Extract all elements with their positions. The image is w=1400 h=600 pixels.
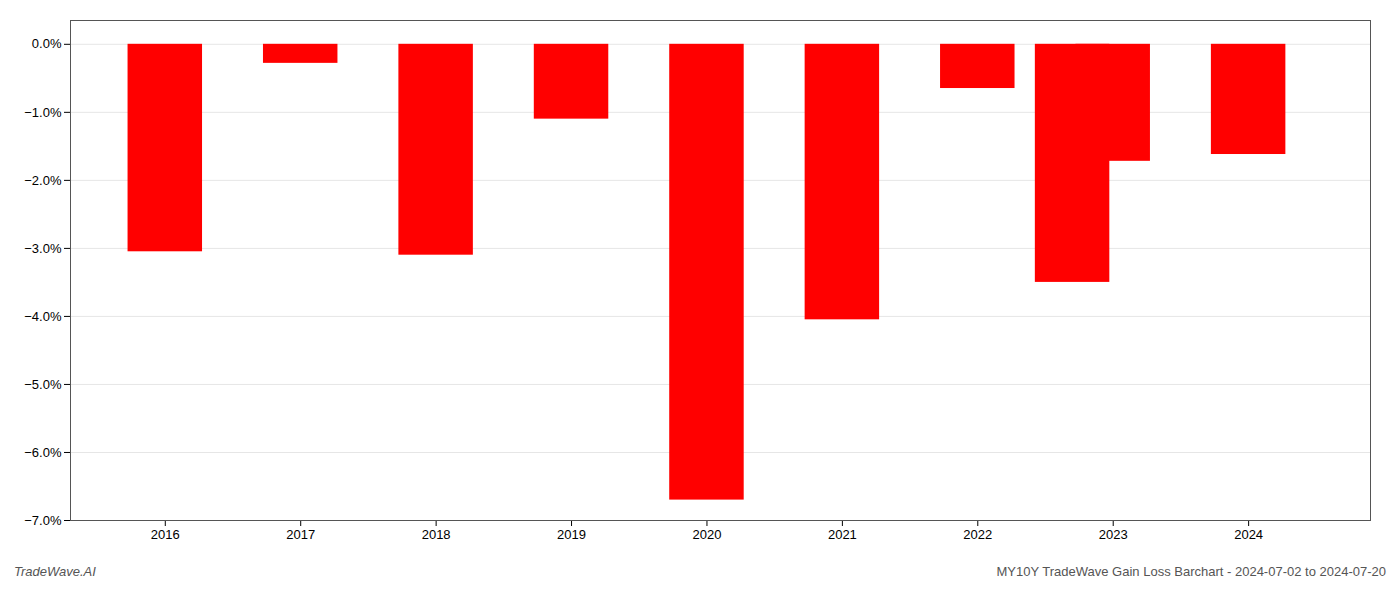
svg-text:2021: 2021 (828, 527, 857, 542)
svg-text:−7.0%: −7.0% (24, 513, 62, 528)
svg-text:0.0%: 0.0% (32, 36, 62, 51)
svg-text:−1.0%: −1.0% (24, 104, 62, 119)
svg-text:2019: 2019 (557, 527, 586, 542)
svg-text:2018: 2018 (422, 527, 451, 542)
html-text:MY10Y TradeWave Gain Loss Barc: MY10Y TradeWave Gain Loss Barchart - 202… (996, 564, 1386, 579)
svg-text:2024: 2024 (1234, 527, 1263, 542)
svg-text:−2.0%: −2.0% (24, 173, 62, 188)
svg-text:2022: 2022 (963, 527, 992, 542)
svg-text:2020: 2020 (692, 527, 721, 542)
svg-text:−6.0%: −6.0% (24, 445, 62, 460)
svg-text:2017: 2017 (286, 527, 315, 542)
svg-text:2023: 2023 (1099, 527, 1128, 542)
html-text:TradeWave.AI: TradeWave.AI (14, 564, 96, 579)
svg-text:−4.0%: −4.0% (24, 309, 62, 324)
svg-text:2016: 2016 (151, 527, 180, 542)
svg-text:−3.0%: −3.0% (24, 241, 62, 256)
svg-text:−5.0%: −5.0% (24, 377, 62, 392)
